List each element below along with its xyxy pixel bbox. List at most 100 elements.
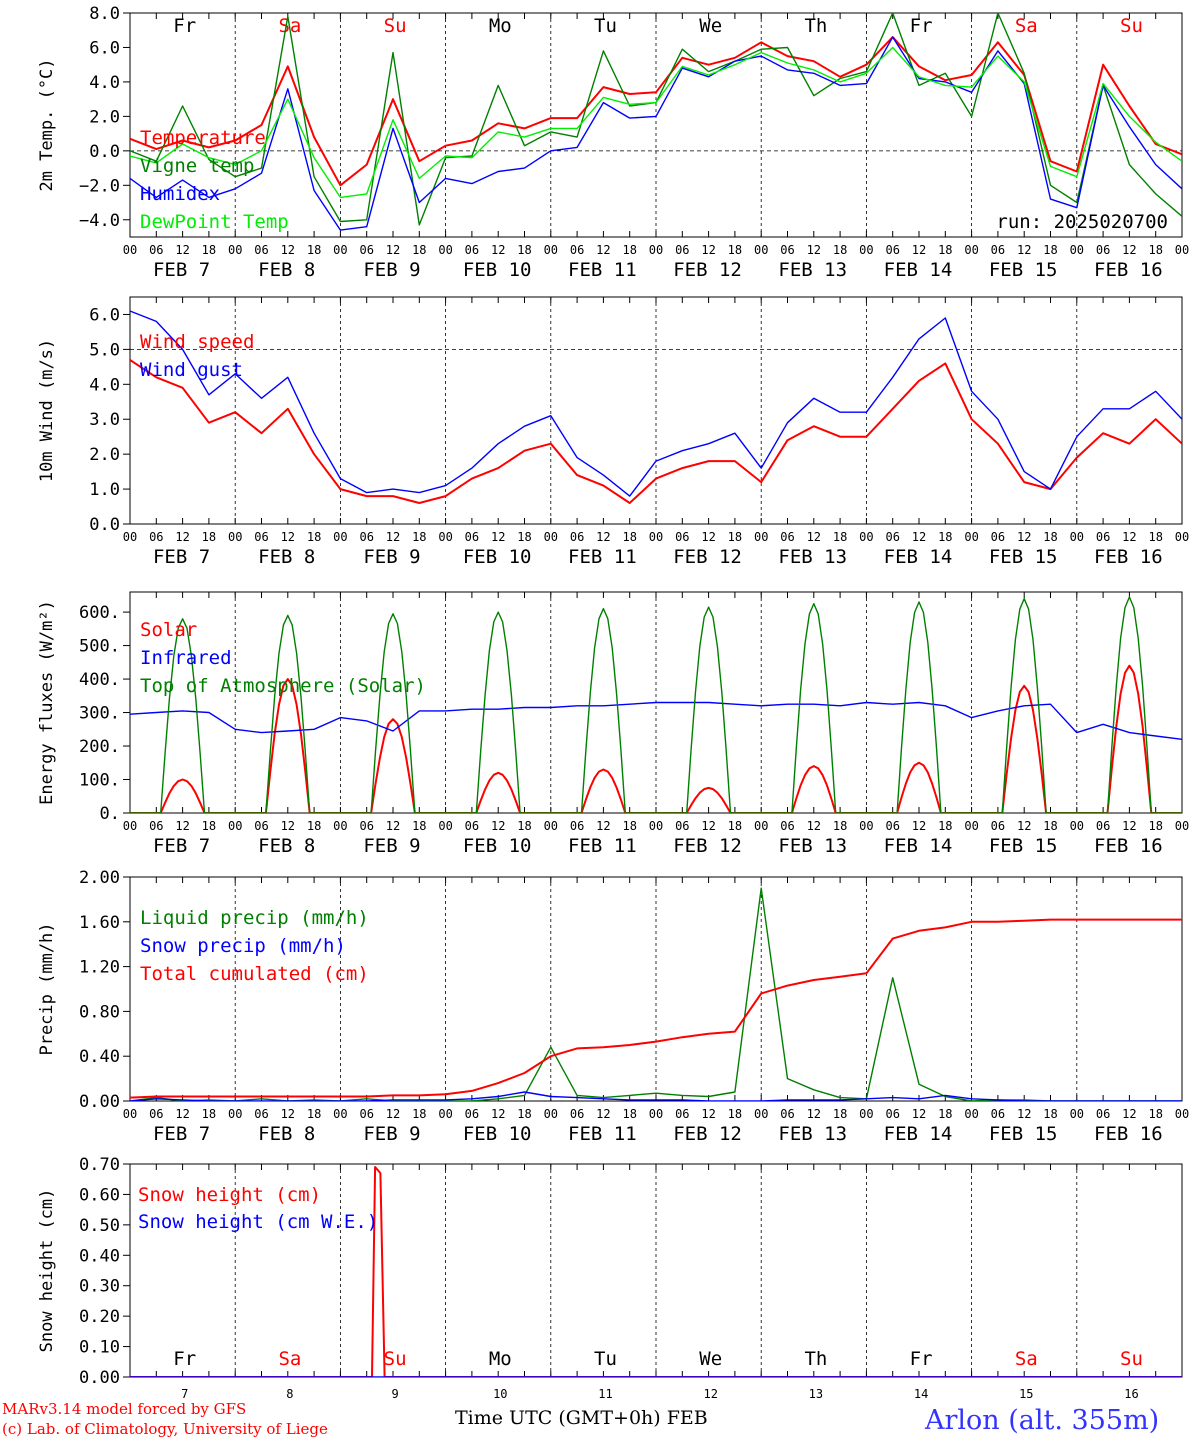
hour-tick-label: 06 xyxy=(1096,819,1110,833)
hour-tick-label: 12 xyxy=(175,819,189,833)
y-tick-label: 6.0 xyxy=(89,305,120,325)
date-number-label: 9 xyxy=(391,1387,398,1401)
weekday-label: Fr xyxy=(910,1348,933,1370)
hour-tick-label: 06 xyxy=(570,819,584,833)
hour-tick-label: 00 xyxy=(438,1107,452,1121)
series-group xyxy=(130,1166,1182,1377)
y-tick-label: 200. xyxy=(79,737,120,757)
hour-tick-label: 12 xyxy=(175,530,189,544)
hour-tick-label: 00 xyxy=(754,243,768,257)
hour-tick-label: 00 xyxy=(649,819,663,833)
series-line-snow-precip-mm-h- xyxy=(130,1091,1182,1101)
legend-entry: Vigne temp xyxy=(140,155,254,177)
hour-tick-label: 18 xyxy=(833,1107,847,1121)
date-label: FEB 9 xyxy=(363,835,420,857)
hour-tick-label: 00 xyxy=(333,530,347,544)
legend-entry: Wind gust xyxy=(140,359,243,381)
hour-tick-label: 18 xyxy=(307,243,321,257)
hour-tick-label: 12 xyxy=(281,530,295,544)
date-label: FEB 13 xyxy=(778,259,847,281)
weekday-label: Fr xyxy=(910,15,933,37)
panel-5: 0.00 0.10 0.20 0.30 0.40 0.50 0.60 0.70 Snow hei… xyxy=(37,1155,1183,1401)
hour-tick-label: 12 xyxy=(281,243,295,257)
hour-tick-label: 12 xyxy=(1122,243,1136,257)
series-line-infrared xyxy=(130,701,1182,740)
date-label: FEB 15 xyxy=(989,1123,1058,1145)
date-label: FEB 10 xyxy=(463,1123,532,1145)
weekday-label: Tu xyxy=(594,1348,617,1370)
hour-tick-label: 12 xyxy=(175,243,189,257)
hour-tick-label: 06 xyxy=(885,243,899,257)
hour-tick-label: 12 xyxy=(596,530,610,544)
date-label: FEB 12 xyxy=(673,1123,742,1145)
hour-tick-label: 00 xyxy=(964,819,978,833)
hour-tick-label: 06 xyxy=(991,243,1005,257)
date-label: FEB 8 xyxy=(258,1123,315,1145)
hour-tick-label: 18 xyxy=(833,819,847,833)
hour-tick-label: 18 xyxy=(728,819,742,833)
hour-tick-label: 12 xyxy=(912,1107,926,1121)
hour-tick-label: 12 xyxy=(386,819,400,833)
panel-1: 8.0 6.0 4.0 2.0 0.0 −2.0 −4.0 2m Temp. (°C) 00 06… xyxy=(37,4,1189,281)
hour-tick-label: 06 xyxy=(359,819,373,833)
hour-tick-label: 00 xyxy=(228,530,242,544)
hour-tick-label: 00 xyxy=(1175,243,1189,257)
weekday-label: Th xyxy=(804,15,827,37)
hour-tick-label: 12 xyxy=(912,530,926,544)
hour-tick-label: 12 xyxy=(491,243,505,257)
legend-entry: Infrared xyxy=(140,647,232,669)
station-label: Arlon (alt. 355m) xyxy=(924,1405,1159,1436)
y-tick-label: 0.80 xyxy=(79,1002,120,1022)
y-axis-label: 10m Wind (m/s) xyxy=(37,339,57,482)
hour-tick-label: 12 xyxy=(912,819,926,833)
weekday-label: Mo xyxy=(489,15,512,37)
hour-tick-label: 12 xyxy=(386,1107,400,1121)
hour-tick-label: 12 xyxy=(1122,1107,1136,1121)
weekday-label: Su xyxy=(1120,1348,1143,1370)
hour-tick-label: 12 xyxy=(491,819,505,833)
weekday-label: Sa xyxy=(1015,15,1038,37)
hour-tick-label: 18 xyxy=(412,243,426,257)
y-tick-label: 0.60 xyxy=(79,1185,120,1205)
hour-tick-label: 06 xyxy=(254,530,268,544)
hour-tick-label: 00 xyxy=(859,243,873,257)
date-label: FEB 13 xyxy=(778,546,847,568)
date-label: FEB 13 xyxy=(778,1123,847,1145)
hour-tick-label: 06 xyxy=(254,243,268,257)
hour-tick-label: 12 xyxy=(281,1107,295,1121)
legend-entry: Snow height (cm W.E.) xyxy=(138,1211,378,1233)
y-tick-label: 2.0 xyxy=(89,107,120,127)
hour-tick-label: 06 xyxy=(991,530,1005,544)
hour-tick-label: 18 xyxy=(1148,1107,1162,1121)
series-group xyxy=(130,596,1182,813)
y-tick-label: 0. xyxy=(100,804,120,824)
hour-tick-label: 06 xyxy=(570,243,584,257)
hour-tick-label: 06 xyxy=(780,819,794,833)
weekday-label: Tu xyxy=(594,15,617,37)
weekday-label: Su xyxy=(384,1348,407,1370)
y-tick-label: 2.00 xyxy=(79,868,120,888)
y-tick-label: 1.0 xyxy=(89,480,120,500)
y-axis-label: Snow height (cm) xyxy=(37,1189,57,1353)
hour-tick-label: 18 xyxy=(517,243,531,257)
hour-tick-label: 18 xyxy=(938,243,952,257)
date-label: FEB 12 xyxy=(673,546,742,568)
hour-tick-label: 18 xyxy=(517,1107,531,1121)
run-label: run: 2025020700 xyxy=(996,211,1168,233)
series-group xyxy=(130,887,1182,1101)
hour-tick-label: 06 xyxy=(675,243,689,257)
weekday-label: We xyxy=(699,15,722,37)
legend-entry: Humidex xyxy=(140,183,220,205)
hour-tick-label: 12 xyxy=(912,243,926,257)
hour-tick-label: 00 xyxy=(123,1107,137,1121)
date-label: FEB 8 xyxy=(258,835,315,857)
hour-tick-label: 00 xyxy=(1175,1107,1189,1121)
y-axis-label: 2m Temp. (°C) xyxy=(37,58,57,191)
hour-tick-label: 06 xyxy=(149,243,163,257)
series-line-temperature xyxy=(130,36,1182,187)
y-tick-label: 0.30 xyxy=(79,1277,120,1297)
date-label: FEB 12 xyxy=(673,835,742,857)
date-label: FEB 7 xyxy=(153,1123,210,1145)
hour-tick-label: 18 xyxy=(412,530,426,544)
hour-tick-label: 00 xyxy=(544,819,558,833)
